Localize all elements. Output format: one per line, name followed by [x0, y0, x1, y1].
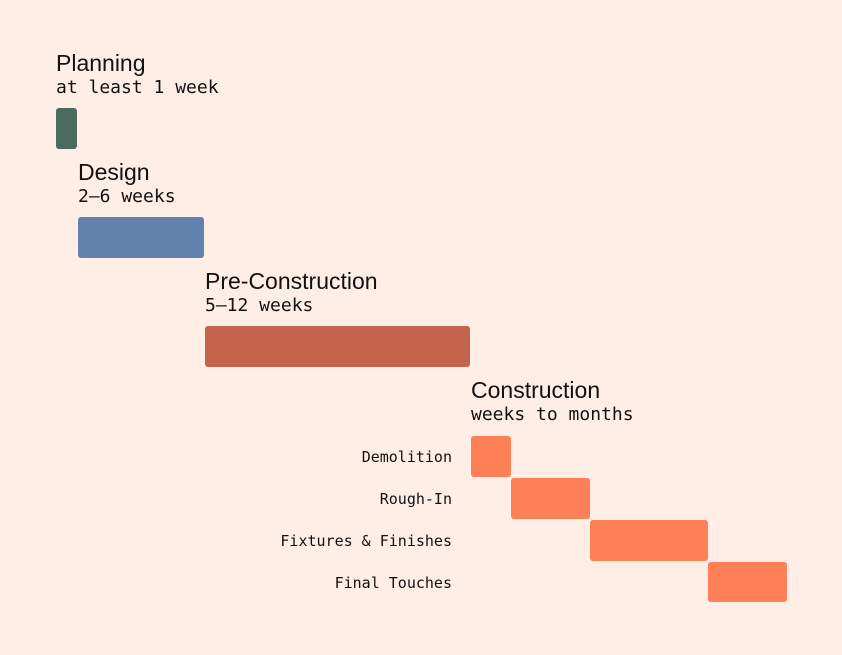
timeline-bar-design: [78, 217, 204, 258]
step-label-final-touches: Final Touches: [334, 574, 452, 592]
step-label-demolition: Demolition: [361, 448, 452, 466]
step-label-rough-in: Rough-In: [379, 490, 452, 508]
phase-duration-planning: at least 1 week: [56, 77, 219, 98]
timeline-bar-fixtures-finishes: [590, 520, 708, 561]
phase-title-construction: Construction: [471, 377, 601, 403]
phase-duration-pre-construction: 5–12 weeks: [205, 295, 314, 316]
timeline-bar-final-touches: [708, 562, 787, 602]
phase-duration-construction: weeks to months: [471, 404, 634, 425]
timeline-bar-demolition: [471, 436, 511, 477]
phase-title-pre-construction: Pre-Construction: [205, 268, 378, 294]
phase-title-planning: Planning: [56, 50, 146, 76]
phase-title-design: Design: [78, 159, 150, 185]
timeline-bar-rough-in: [511, 478, 590, 519]
timeline-bar-planning: [56, 108, 77, 149]
step-label-fixtures-finishes: Fixtures & Finishes: [280, 532, 452, 550]
phase-duration-design: 2–6 weeks: [78, 186, 176, 207]
timeline-bar-pre-construction: [205, 326, 470, 367]
